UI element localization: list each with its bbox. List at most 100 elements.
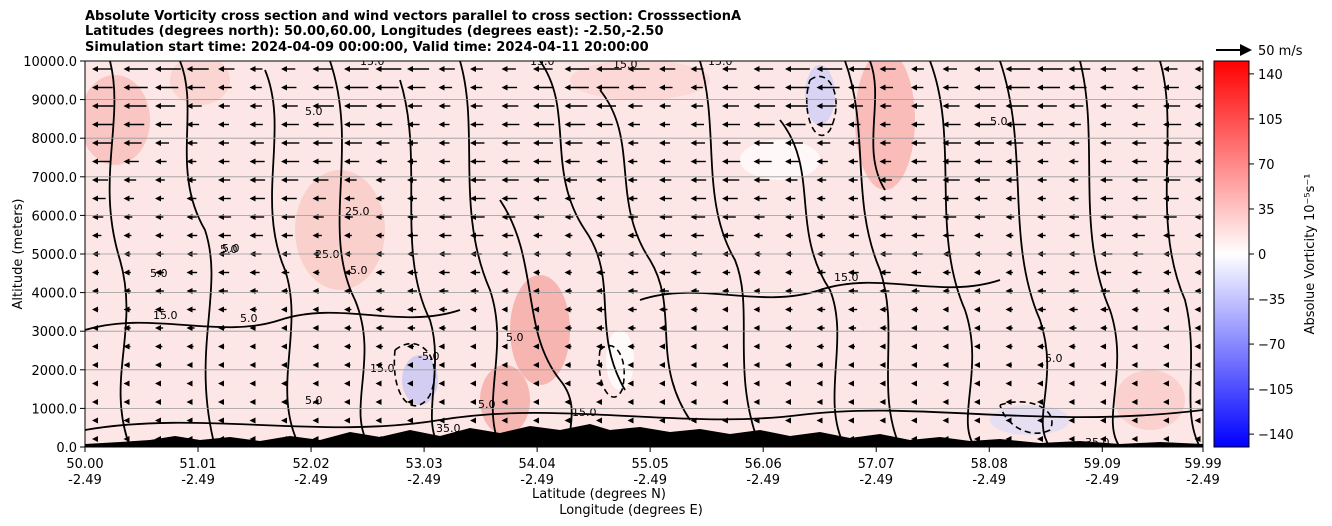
wind-vector-head [690, 232, 697, 239]
wind-vector-head [1068, 103, 1075, 109]
wind-vector-head [1037, 269, 1043, 276]
wind-vectors [92, 66, 1203, 442]
wind-vector-head [375, 121, 382, 128]
wind-vector-head [1005, 399, 1012, 405]
vorticity-field: 5.0 15.0 25.0 5.0 5.0 15.0 5.0 25.0 5.0 … [85, 61, 1203, 447]
wind-vector-head [407, 158, 413, 165]
wind-vector-head [1068, 66, 1075, 72]
wind-vector-head [155, 325, 161, 331]
wind-vector-head [911, 362, 917, 368]
wind-vector-head [533, 306, 539, 313]
wind-vector-head [785, 417, 791, 424]
wind-vector-head [344, 177, 350, 183]
wind-vector-head [785, 140, 791, 146]
wind-vector-head [627, 103, 634, 109]
wind-vector-head [753, 325, 760, 331]
colorbar-tick-label: −105 [1258, 383, 1294, 398]
wind-vector-head [375, 399, 382, 405]
wind-vector-head [218, 362, 224, 368]
wind-vector-head [375, 66, 382, 72]
wind-vector-head [816, 343, 823, 350]
wind-vector-head [690, 158, 697, 165]
wind-vector-head [722, 195, 728, 202]
wind-vector-head [92, 362, 98, 368]
vorticity-patch [740, 140, 820, 180]
contour-label: 15.0 [370, 362, 395, 375]
y-tick-label: 9000.0 [32, 94, 78, 109]
wind-vector-head [533, 158, 539, 165]
wind-vector-head [848, 325, 854, 331]
wind-vector-head [186, 177, 193, 183]
wind-vector-head [470, 177, 476, 183]
wind-vector-head [564, 195, 571, 202]
wind-vector-head [375, 84, 382, 91]
wind-vector-head [438, 306, 445, 313]
wind-vector-head [1194, 103, 1201, 109]
wind-vector-head [627, 232, 634, 239]
colorbar-tick-label: 70 [1258, 158, 1275, 173]
wind-vector-head [533, 195, 539, 202]
wind-vector-head [281, 121, 287, 128]
wind-vector-head [438, 103, 445, 109]
wind-vector-head [375, 436, 382, 442]
wind-vector-head [1163, 362, 1169, 368]
wind-vector-head [501, 399, 508, 405]
wind-vector-head [596, 140, 602, 146]
wind-vector-head [974, 362, 980, 368]
wind-vector-head [911, 103, 917, 109]
wind-vector-head [533, 436, 539, 442]
wind-vector-head [1194, 343, 1201, 350]
wind-vector-head [1068, 84, 1075, 91]
contour-label: -5.0 [418, 350, 439, 363]
wind-vector-head [186, 195, 193, 202]
wind-vector-head [1194, 417, 1201, 424]
wind-vector-head [1068, 232, 1075, 239]
wind-vector-head [249, 84, 256, 91]
wind-vector-head [596, 269, 602, 276]
wind-vector-head [281, 269, 287, 276]
wind-vector-head [92, 103, 98, 109]
wind-vector-head [722, 362, 728, 368]
wind-vector-head [1131, 140, 1138, 146]
wind-vector-head [186, 103, 193, 109]
wind-vector-head [1068, 140, 1075, 146]
wind-vector-head [344, 306, 350, 313]
wind-vector-head [1005, 177, 1012, 183]
wind-vector-head [218, 140, 224, 146]
y-tick-label: 3000.0 [32, 325, 78, 340]
contour-line [999, 61, 1051, 447]
colorbar-tick-label: −70 [1258, 338, 1285, 353]
wind-vector-head [438, 436, 445, 442]
wind-vector-head [186, 232, 193, 239]
wind-vector-head [722, 66, 728, 72]
wind-vector-head [155, 103, 161, 109]
wind-vector-head [375, 177, 382, 183]
wind-vector-head [533, 84, 539, 91]
wind-vector-head [438, 399, 445, 405]
wind-vector-head [501, 140, 508, 146]
wind-vector-head [690, 343, 697, 350]
wind-vector-head [155, 269, 161, 276]
wind-vector-head [123, 325, 130, 331]
wind-vector-head [753, 66, 760, 72]
wind-vector-head [155, 306, 161, 313]
wind-vector-head [690, 436, 697, 442]
wind-vector-head [438, 362, 445, 368]
wind-vector-head [1037, 177, 1043, 183]
wind-vector-head [627, 195, 634, 202]
wind-vector-head [690, 66, 697, 72]
wind-vector-head [123, 343, 130, 350]
wind-vector-head [501, 362, 508, 368]
chart-title-line-1: Absolute Vorticity cross section and win… [85, 9, 742, 24]
wind-vector-head [1068, 121, 1075, 128]
wind-vector-head [249, 121, 256, 128]
wind-vector-head [123, 436, 130, 442]
contour-line [179, 61, 216, 447]
colorbar-tick-label: −35 [1258, 293, 1285, 308]
y-axis: 0.0 1000.0 2000.0 3000.0 4000.0 5000.0 6000.0 7… [23, 55, 85, 456]
y-tick-label: 6000.0 [32, 209, 78, 224]
wind-vector-head [564, 380, 571, 387]
wind-vector-head [785, 269, 791, 276]
wind-vector-head [123, 232, 130, 239]
wind-vector-head [533, 66, 539, 72]
